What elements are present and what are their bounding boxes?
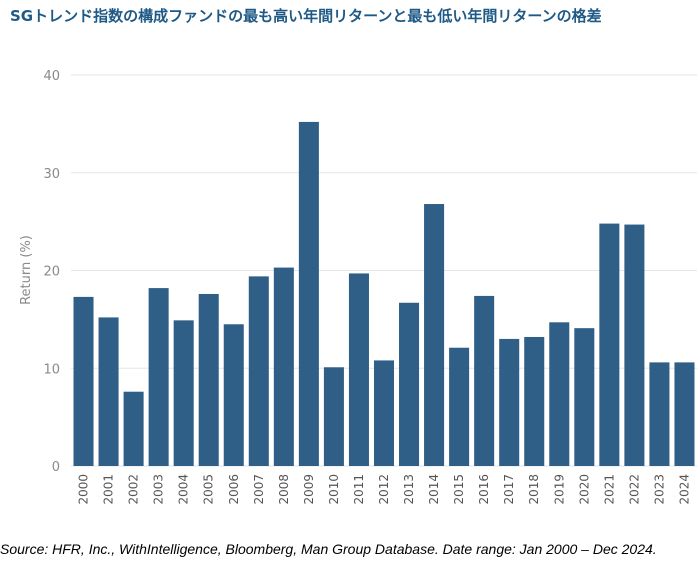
bar-2015 xyxy=(449,347,470,466)
bars xyxy=(73,121,695,467)
x-tick-label-2008: 2008 xyxy=(277,474,291,505)
x-tick-label-2020: 2020 xyxy=(577,474,591,505)
bar-2020 xyxy=(574,328,595,466)
x-tick-label-2015: 2015 xyxy=(452,474,466,505)
bar-2019 xyxy=(549,322,570,466)
bar-2002 xyxy=(123,391,144,466)
x-tick-label-2018: 2018 xyxy=(527,474,541,505)
x-tick-label-2019: 2019 xyxy=(552,474,566,505)
x-tick-label-2011: 2011 xyxy=(352,474,366,505)
x-tick-label-2021: 2021 xyxy=(602,474,616,505)
bar-2004 xyxy=(173,320,194,466)
bar-2011 xyxy=(348,273,369,466)
y-axis-ticks: 0 10 20 30 40 xyxy=(43,69,60,475)
y-tick-label: 0 xyxy=(52,460,60,475)
bar-2014 xyxy=(424,204,445,466)
x-tick-label-2014: 2014 xyxy=(427,474,441,505)
source-note: Source: HFR, Inc., WithIntelligence, Blo… xyxy=(0,541,657,557)
chart-title: SGトレンド指数の構成ファンドの最も高い年間リターンと最も低い年間リターンの格差 xyxy=(10,7,602,25)
x-tick-label-2023: 2023 xyxy=(652,474,666,505)
x-tick-label-2002: 2002 xyxy=(127,474,141,505)
y-tick-label: 30 xyxy=(43,167,60,182)
y-tick-label: 40 xyxy=(43,69,60,84)
bar-2008 xyxy=(273,267,294,466)
x-tick-label-2004: 2004 xyxy=(177,474,191,505)
bar-2007 xyxy=(248,276,269,466)
bar-2003 xyxy=(148,288,169,466)
bar-2022 xyxy=(624,224,645,466)
bar-2013 xyxy=(399,302,420,466)
x-tick-label-2009: 2009 xyxy=(302,474,316,505)
x-tick-label-2003: 2003 xyxy=(152,474,166,505)
bar-2005 xyxy=(198,293,219,466)
y-tick-label: 20 xyxy=(43,265,60,280)
bar-2024 xyxy=(674,362,695,466)
x-tick-label-2016: 2016 xyxy=(477,474,491,505)
x-tick-label-2010: 2010 xyxy=(327,474,341,505)
x-tick-label-2022: 2022 xyxy=(627,474,641,505)
x-tick-label-2024: 2024 xyxy=(677,474,691,505)
bar-2001 xyxy=(98,317,119,466)
bar-2021 xyxy=(599,223,620,466)
bar-2000 xyxy=(73,296,94,466)
x-tick-label-2000: 2000 xyxy=(77,474,91,505)
x-tick-label-2006: 2006 xyxy=(227,474,241,505)
y-axis-label: Return (%) xyxy=(19,235,34,305)
bar-2009 xyxy=(298,121,319,467)
x-tick-label-2013: 2013 xyxy=(402,474,416,505)
x-axis-ticks: 2000 2001 2002 2003 2004 2005 2006 2007 2008 2009… xyxy=(77,474,692,505)
x-tick-label-2012: 2012 xyxy=(377,474,391,505)
x-tick-label-2005: 2005 xyxy=(202,474,216,505)
bar-2006 xyxy=(223,324,244,466)
x-tick-label-2007: 2007 xyxy=(252,474,266,505)
bar-2023 xyxy=(649,362,670,466)
y-tick-label: 10 xyxy=(43,362,60,377)
bar-2018 xyxy=(524,336,545,466)
bar-2016 xyxy=(474,295,495,466)
bar-2010 xyxy=(323,367,344,466)
x-tick-label-2001: 2001 xyxy=(102,474,116,505)
x-tick-label-2017: 2017 xyxy=(502,474,516,505)
bar-2017 xyxy=(499,338,520,466)
bar-2012 xyxy=(373,360,395,466)
